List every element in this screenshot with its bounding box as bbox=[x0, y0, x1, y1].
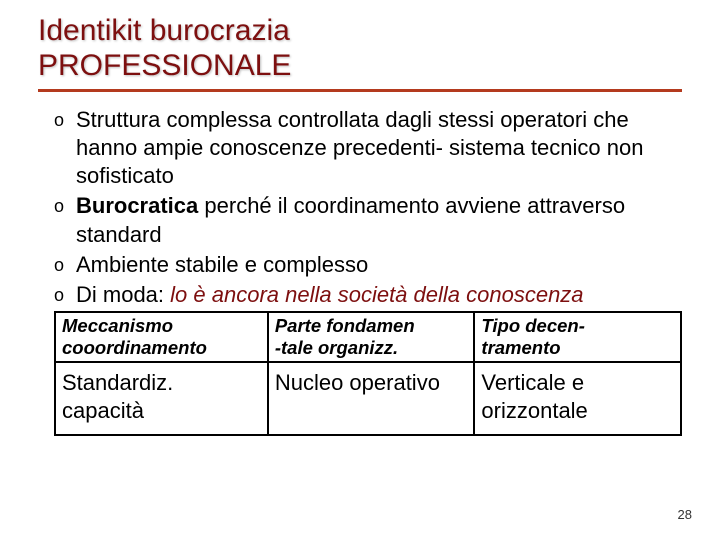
checkbox-icon: o bbox=[54, 251, 76, 277]
bullet-text: Struttura complessa controllata dagli st… bbox=[76, 106, 690, 190]
bullet-text: Di moda: lo è ancora nella società della… bbox=[76, 281, 584, 309]
bullet-plain: Di moda: bbox=[76, 282, 170, 307]
table-cell: Nucleo operativo bbox=[268, 362, 475, 435]
list-item: o Ambiente stabile e complesso bbox=[54, 251, 690, 279]
table-header-cell: Parte fondamen -tale organizz. bbox=[268, 312, 475, 362]
title-line-2: PROFESSIONALE bbox=[38, 49, 291, 82]
title-line-1: Identikit burocrazia bbox=[38, 14, 290, 47]
bullet-plain: Struttura complessa controllata dagli st… bbox=[76, 107, 643, 188]
table-header-cell: Tipo decen- tramento bbox=[474, 312, 681, 362]
table-header-row: Meccanismo cooordinamento Parte fondamen… bbox=[55, 312, 681, 362]
th-line: cooordinamento bbox=[62, 337, 207, 358]
bullet-list: o Struttura complessa controllata dagli … bbox=[0, 100, 720, 309]
checkbox-icon: o bbox=[54, 106, 76, 132]
bullet-plain: Ambiente stabile e complesso bbox=[76, 252, 368, 277]
summary-table: Meccanismo cooordinamento Parte fondamen… bbox=[54, 311, 682, 436]
th-line: tramento bbox=[481, 337, 560, 358]
table-cell: Verticale e orizzontale bbox=[474, 362, 681, 435]
slide-title: Identikit burocrazia PROFESSIONALE bbox=[0, 0, 720, 87]
bullet-bold: Burocratica bbox=[76, 193, 198, 218]
th-line: Parte fondamen bbox=[275, 315, 415, 336]
list-item: o Di moda: lo è ancora nella società del… bbox=[54, 281, 690, 309]
bullet-italic: lo è ancora nella società della conoscen… bbox=[170, 282, 583, 307]
checkbox-icon: o bbox=[54, 192, 76, 218]
th-line: Tipo decen- bbox=[481, 315, 584, 336]
table-header-cell: Meccanismo cooordinamento bbox=[55, 312, 268, 362]
page-number: 28 bbox=[678, 507, 692, 522]
bullet-text: Burocratica perché il coordinamento avvi… bbox=[76, 192, 690, 248]
checkbox-icon: o bbox=[54, 281, 76, 307]
table-cell: Standardiz. capacità bbox=[55, 362, 268, 435]
title-underline bbox=[38, 89, 682, 92]
th-line: Meccanismo bbox=[62, 315, 173, 336]
bullet-text: Ambiente stabile e complesso bbox=[76, 251, 368, 279]
table-row: Standardiz. capacità Nucleo operativo Ve… bbox=[55, 362, 681, 435]
list-item: o Struttura complessa controllata dagli … bbox=[54, 106, 690, 190]
list-item: o Burocratica perché il coordinamento av… bbox=[54, 192, 690, 248]
th-line: -tale organizz. bbox=[275, 337, 398, 358]
